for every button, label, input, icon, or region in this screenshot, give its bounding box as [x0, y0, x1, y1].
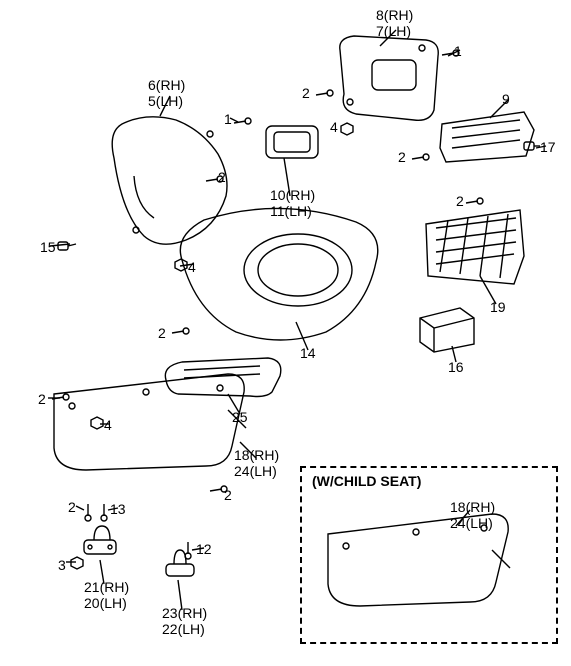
callout-2e: 2 [158, 326, 166, 340]
callout-7: 7(LH) [376, 24, 411, 38]
callout-4a: 4 [330, 120, 338, 134]
callout-2d: 2 [456, 194, 464, 208]
callout-3: 3 [58, 558, 66, 572]
callout-2b: 2 [398, 150, 406, 164]
callout-18: 18(RH) [234, 448, 279, 462]
callout-16: 16 [448, 360, 464, 374]
callout-22: 22(LH) [162, 622, 205, 636]
callout-2g: 2 [224, 488, 232, 502]
callout-8: 8(RH) [376, 8, 413, 22]
callout-19: 19 [490, 300, 506, 314]
callout-9: 9 [502, 92, 510, 106]
callout-15: 15 [40, 240, 56, 254]
callout-17: 17 [540, 140, 556, 154]
callout-13: 13 [110, 502, 126, 516]
callout-10: 10(RH) [270, 188, 315, 202]
callout-21: 21(RH) [84, 580, 129, 594]
callout-12: 12 [196, 542, 212, 556]
callout-5: 5(LH) [148, 94, 183, 108]
callout-23: 23(RH) [162, 606, 207, 620]
callout-1b: 1 [224, 112, 232, 126]
callout-24: 24(LH) [234, 464, 277, 478]
callout-6: 6(RH) [148, 78, 185, 92]
inset-callout-18: 18(RH) [450, 500, 495, 514]
inset-callout-24: 24(LH) [450, 516, 493, 530]
callout-2h: 2 [68, 500, 76, 514]
callout-1a: 1 [454, 44, 462, 58]
callout-4b: 4 [188, 260, 196, 274]
callout-11: 11(LH) [270, 204, 312, 218]
callout-2a: 2 [302, 86, 310, 100]
leaders [0, 0, 571, 666]
callout-20: 20(LH) [84, 596, 127, 610]
callout-25: 25 [232, 410, 248, 424]
callout-2c: 2 [218, 170, 226, 184]
callout-4c: 4 [104, 418, 112, 432]
callout-14: 14 [300, 346, 316, 360]
callout-2f: 2 [38, 392, 46, 406]
